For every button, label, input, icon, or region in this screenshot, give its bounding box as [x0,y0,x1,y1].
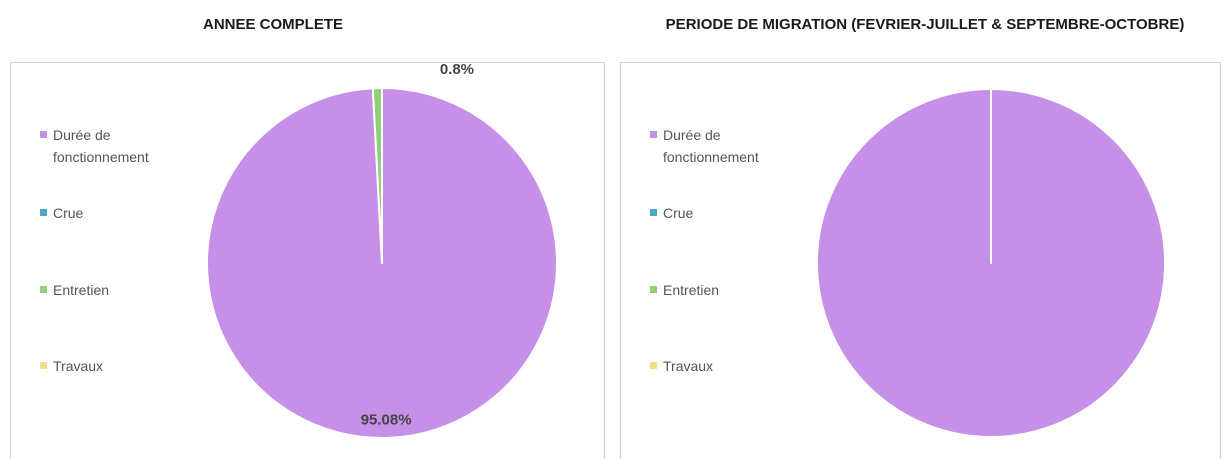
legend-label: Travaux [53,358,104,374]
legend-swatch [40,362,47,369]
legend-item: Crue [650,202,788,224]
legend-label: Crue [53,205,84,221]
legend-swatch [650,286,657,293]
legend-label: Entretien [53,282,110,298]
legend-label: Durée de fonctionnement [663,127,759,165]
legend-label: Crue [663,205,694,221]
legend-swatch [40,209,47,216]
pie-slice [371,87,383,264]
legend-item: Entretien [40,279,178,301]
pie-slice [816,88,1166,438]
legend-swatch [40,131,47,138]
legend-label: Durée de fonctionnement [53,127,149,165]
legend-swatch [650,209,657,216]
data-label: 0.8% [440,61,474,78]
legend-item: Crue [40,202,178,224]
legend-item: Durée de fonctionnement [40,124,178,168]
legend-item: Entretien [650,279,788,301]
data-label: 95.08% [361,411,412,428]
chart-title: ANNEE COMPLETE [202,16,344,33]
legend-swatch [650,131,657,138]
chart-title: PERIODE DE MIGRATION (FEVRIER-JUILLET & … [665,16,1185,33]
chart-frame [620,62,1221,459]
legend-label: Entretien [663,282,720,298]
legend-item: Durée de fonctionnement [650,124,788,168]
legend-swatch [40,286,47,293]
legend-item: Travaux [650,355,788,377]
legend-label: Travaux [663,358,714,374]
legend-item: Travaux [40,355,178,377]
legend-swatch [650,362,657,369]
chart-frame [10,62,605,459]
